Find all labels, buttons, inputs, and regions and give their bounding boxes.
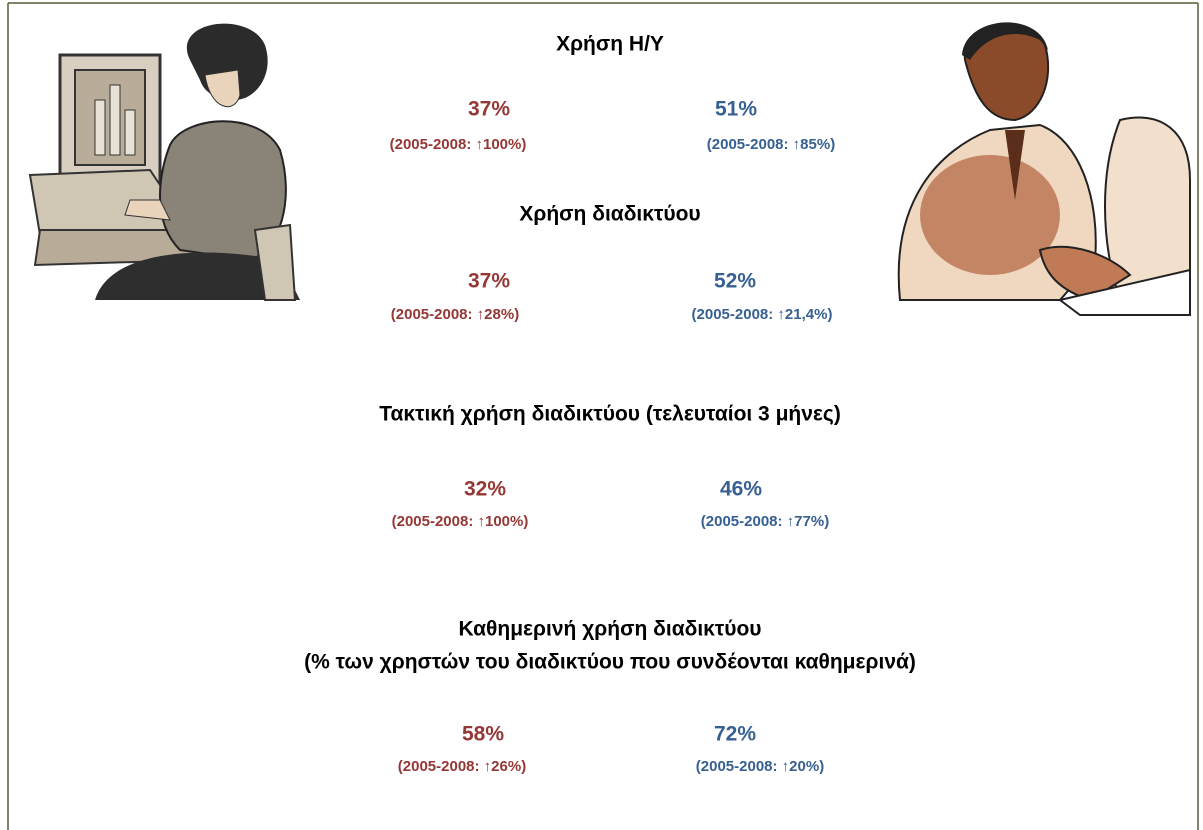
women-value: 37% [468, 270, 510, 293]
men-value: 52% [714, 270, 756, 293]
men-value: 51% [715, 98, 757, 121]
section-title: Καθημερινή χρήση διαδικτύου [458, 618, 761, 641]
women-change: (2005-2008: ↑26%) [398, 758, 526, 775]
section-title: Τακτική χρήση διαδικτύου (τελευταίοι 3 μ… [379, 403, 841, 426]
section-title: (% των χρηστών του διαδικτύου που συνδέο… [304, 651, 916, 674]
men-change: (2005-2008: ↑85%) [707, 136, 835, 153]
women-change: (2005-2008: ↑28%) [391, 306, 519, 323]
woman-clipart [30, 24, 300, 300]
section-title: Χρήση διαδικτύου [519, 203, 700, 226]
men-value: 46% [720, 478, 762, 501]
women-value: 58% [462, 723, 504, 746]
page: Χρήση Η/Υ 37% (2005-2008: ↑100%) 51% (2005-2… [0, 0, 1203, 830]
women-change: (2005-2008: ↑100%) [390, 136, 527, 153]
men-change: (2005-2008: ↑20%) [696, 758, 824, 775]
men-value: 72% [714, 723, 756, 746]
women-value: 37% [468, 98, 510, 121]
women-value: 32% [464, 478, 506, 501]
men-change: (2005-2008: ↑77%) [701, 513, 829, 530]
men-change: (2005-2008: ↑21,4%) [692, 306, 833, 323]
women-change: (2005-2008: ↑100%) [392, 513, 529, 530]
slide: Χρήση Η/Υ 37% (2005-2008: ↑100%) 51% (2005-2… [0, 0, 1203, 830]
section-title: Χρήση Η/Υ [556, 33, 664, 56]
man-clipart [899, 22, 1190, 315]
